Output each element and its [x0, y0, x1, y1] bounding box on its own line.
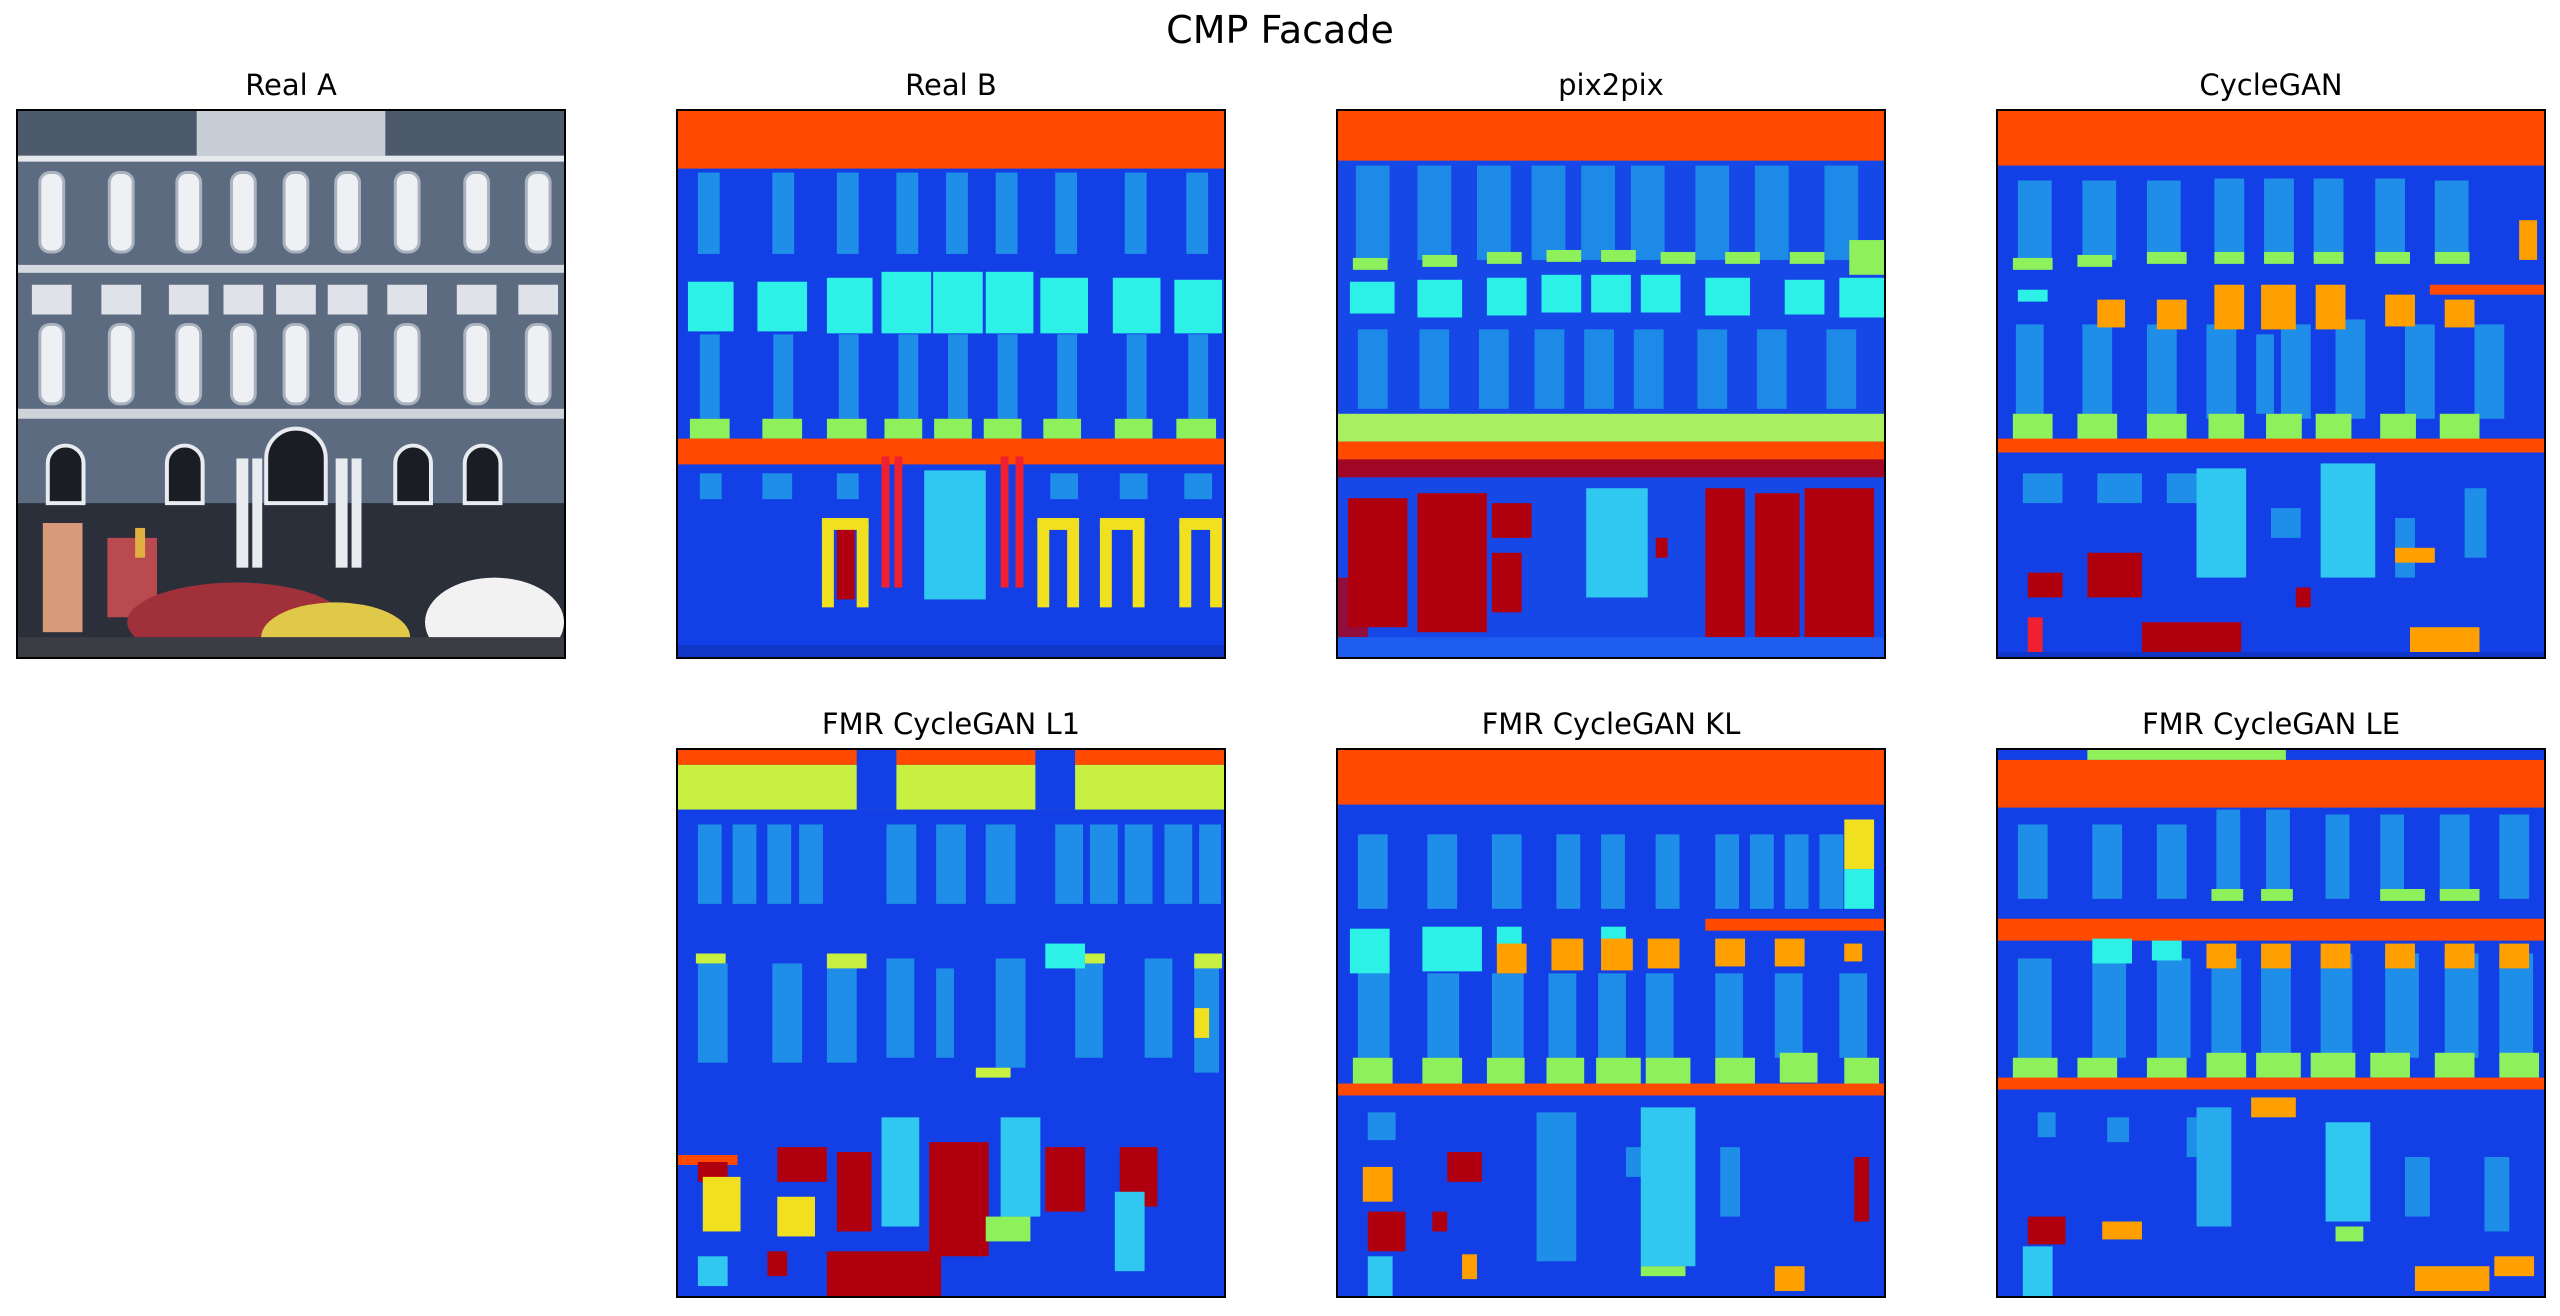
panel-title-pix2pix: pix2pix [1558, 68, 1664, 102]
panel-title-fmr-kl: FMR CycleGAN KL [1481, 707, 1741, 741]
figure-title: CMP Facade [1166, 8, 1394, 52]
panel-title-cyclegan: CycleGAN [2199, 68, 2343, 102]
image-fmr-cyclegan-le [1996, 748, 2546, 1298]
image-fmr-cyclegan-l1 [676, 748, 1226, 1298]
image-cyclegan [1996, 109, 2546, 659]
panel-title-fmr-l1: FMR CycleGAN L1 [821, 707, 1081, 741]
panel-title-fmr-le: FMR CycleGAN LE [2141, 707, 2401, 741]
image-real-b [676, 109, 1226, 659]
panel-title-real-b: Real B [905, 68, 997, 102]
panel-title-real-a: Real A [245, 68, 337, 102]
image-real-a [16, 109, 566, 659]
image-fmr-cyclegan-kl [1336, 748, 1886, 1298]
image-pix2pix [1336, 109, 1886, 659]
